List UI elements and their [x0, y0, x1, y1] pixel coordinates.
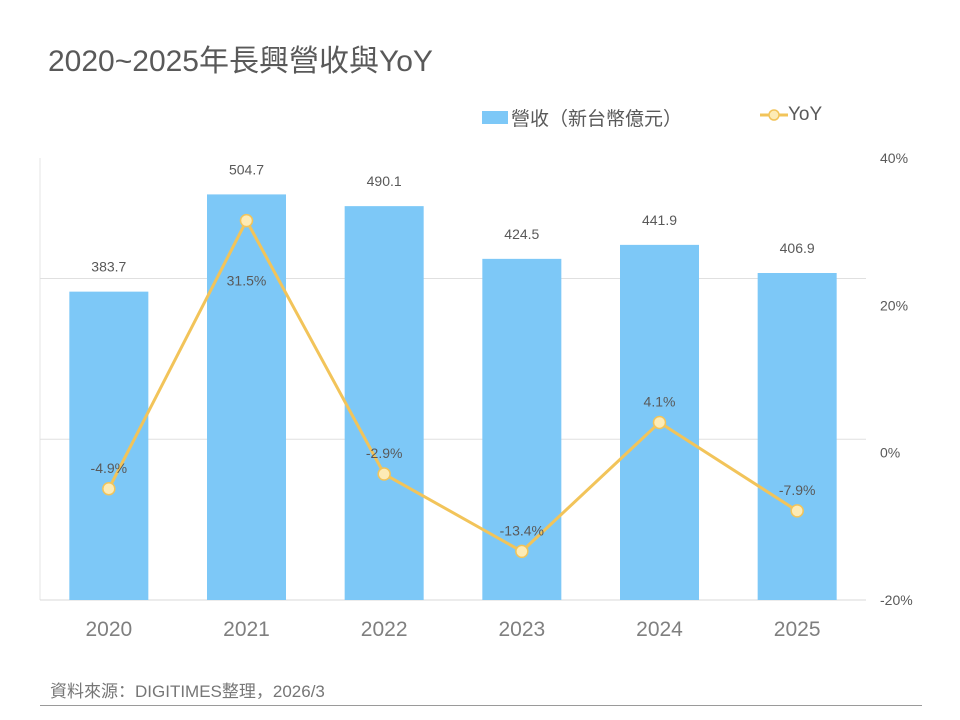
x-tick-label: 2022 [361, 618, 408, 641]
x-tick-label: 2025 [774, 618, 821, 641]
legend-label-revenue: 營收（新台幣億元） [511, 109, 683, 130]
chart-title: 2020~2025年長興營收與YoY [48, 45, 433, 78]
source-note: 資料來源：DIGITIMES整理，2026/3 [50, 682, 325, 701]
x-tick-label: 2024 [636, 618, 683, 641]
bar-2021 [207, 194, 286, 600]
yoy-point-2020 [102, 482, 116, 496]
bar-2025 [757, 273, 837, 600]
yoy-point-2021 [239, 213, 254, 228]
yoy-point-2025 [790, 504, 804, 518]
x-tick-label: 2023 [498, 618, 545, 641]
bar-2023 [482, 258, 562, 600]
bar-data-label: 441.9 [642, 212, 677, 228]
yoy-data-label: 31.5% [227, 273, 267, 289]
yoy-point-2023 [515, 544, 529, 559]
yoy-data-label: -4.9% [91, 460, 128, 476]
bar-2022 [344, 206, 424, 600]
legend-item-revenue: 營收（新台幣億元） [482, 104, 682, 131]
legend-item-yoy: YoY [760, 104, 822, 126]
bar-swatch-icon [482, 111, 508, 124]
yoy-point-2022 [377, 467, 391, 481]
yoy-data-label: -7.9% [779, 482, 816, 498]
yoy-point-2024 [652, 415, 667, 430]
x-tick-label: 2020 [85, 618, 132, 641]
right-axis-tick-label: -20% [880, 592, 913, 608]
bar-data-label: 490.1 [367, 173, 402, 189]
right-axis-tick-label: 20% [880, 297, 908, 313]
bar-data-label: 424.5 [504, 226, 539, 242]
right-axis-tick-label: 40% [880, 150, 908, 166]
legend-label-yoy: YoY [788, 104, 823, 125]
bar-2020 [69, 291, 149, 600]
footer-divider [40, 705, 922, 706]
x-tick-label: 2021 [223, 618, 270, 641]
line-marker-icon [760, 109, 788, 121]
yoy-data-label: 4.1% [644, 393, 676, 409]
yoy-line [107, 219, 798, 553]
bar-data-label: 504.7 [229, 161, 264, 177]
yoy-data-label: -13.4% [500, 522, 544, 538]
bar-data-label: 383.7 [91, 259, 126, 275]
bar-data-label: 406.9 [780, 240, 815, 256]
yoy-data-label: -2.9% [366, 445, 403, 461]
right-axis-tick-label: 0% [880, 445, 900, 461]
